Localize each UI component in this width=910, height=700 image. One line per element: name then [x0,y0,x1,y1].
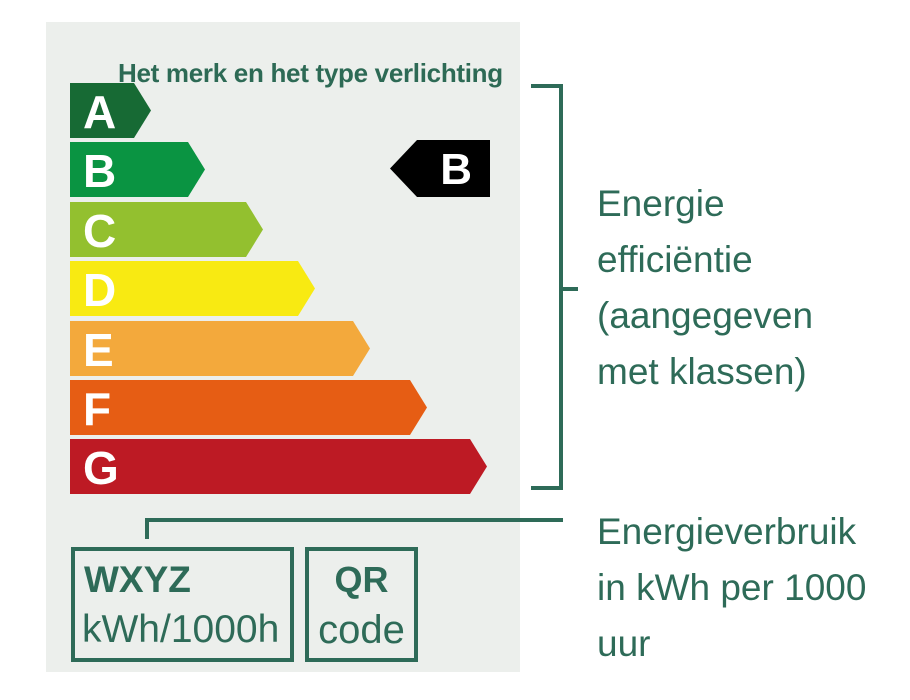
label-title: Het merk en het type verlichting [118,58,503,88]
qr-code-box: QR code [305,547,418,662]
class-letter: A [83,85,117,138]
qr-label-line1: QR [334,559,389,600]
annotation-line: uur [597,623,651,664]
class-letter: G [83,441,119,494]
consumption-value-box: WXYZ kWh/1000h [71,547,294,662]
consumption-value: WXYZ [84,559,191,600]
consumption-unit: kWh/1000h [82,608,280,651]
class-arrow-b: B [70,142,205,197]
bracket-mid-tick [563,287,578,291]
class-letter: C [83,204,117,257]
consumption-connector-stub [145,518,149,539]
annotation-line: Energie [597,183,725,224]
class-letter: E [83,323,114,376]
annotation-line: efficiëntie [597,239,753,280]
annotation-line: met klassen) [597,351,807,392]
bracket-bottom-tick [531,486,561,490]
annotation-line: Energieverbruik [597,511,857,552]
class-letter: D [83,263,117,316]
bracket-shaft [559,84,563,490]
class-letter: B [83,144,117,197]
efficiency-annotation: Energie efficiëntie (aangegeven met klas… [597,176,897,400]
class-arrow-e: E [70,321,370,376]
class-arrow-g: G [70,439,487,494]
current-class-letter: B [440,144,472,194]
bracket-top-tick [531,84,561,88]
class-arrow-f: F [70,380,427,435]
class-letter: F [83,382,112,435]
annotation-line: in kWh per 1000 [597,567,867,608]
qr-label-line2: code [318,608,405,652]
consumption-connector-line [145,518,563,522]
class-arrow-d: D [70,261,315,316]
annotation-line: (aangegeven [597,295,814,336]
class-arrow-a: A [70,83,151,138]
consumption-annotation: Energieverbruik in kWh per 1000 uur [597,504,907,672]
class-arrow-c: C [70,202,263,257]
